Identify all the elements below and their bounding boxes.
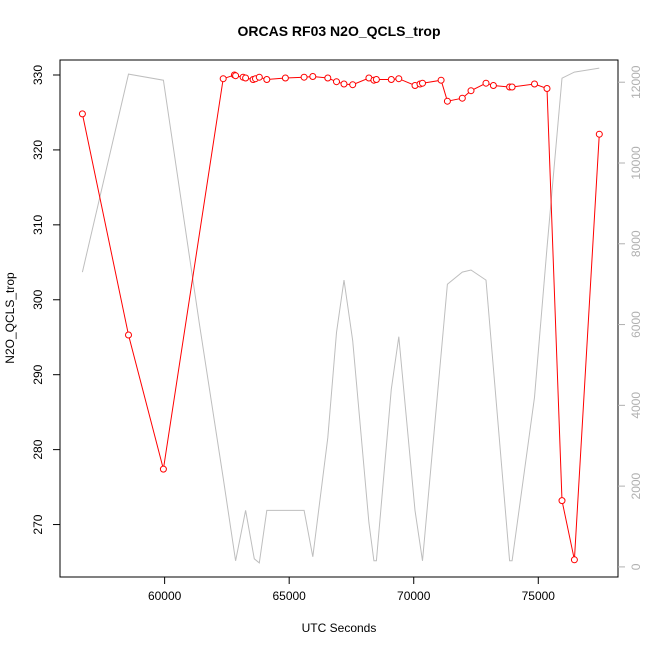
n2o-data-point (340, 80, 348, 88)
n2o-data-point (349, 81, 357, 89)
n2o-data-point (333, 78, 340, 86)
y2-tick-label: 6000 (629, 311, 643, 338)
n2o-data-point (255, 73, 263, 81)
n2o-data-point (595, 130, 603, 138)
x-tick-label: 65000 (272, 589, 306, 603)
n2o-data-point (467, 87, 475, 95)
y2-tick-label: 10000 (629, 146, 643, 180)
n2o-data-point (482, 79, 490, 87)
secondary-series-line (81, 67, 600, 564)
y-tick-label: 330 (31, 65, 45, 85)
x-tick-label: 75000 (522, 589, 556, 603)
n2o-data-point (78, 110, 86, 118)
plot-frame (59, 59, 619, 578)
n2o-data-point (558, 497, 566, 505)
x-tick-label: 70000 (397, 589, 431, 603)
n2o-data-point (281, 74, 289, 82)
n2o-data-point (263, 76, 271, 83)
y-tick-label: 290 (31, 364, 45, 384)
y-tick-label: 280 (31, 439, 45, 459)
x-axis-label: UTC Seconds (302, 621, 377, 635)
x-axis: 60000 65000 70000 75000 (148, 577, 555, 603)
series-layer (78, 67, 603, 564)
n2o-data-point (419, 79, 426, 87)
secondary-y-axis: 0 2000 4000 6000 8000 10000 12000 (618, 65, 643, 570)
n2o-data-point (395, 75, 403, 83)
n2o-data-point (508, 83, 516, 91)
chart-title: ORCAS RF03 N2O_QCLS_trop (237, 23, 440, 39)
n2o-data-point (443, 97, 451, 105)
n2o-data-point (458, 94, 466, 102)
y-tick-label: 320 (31, 140, 45, 160)
y-tick-label: 270 (31, 514, 45, 534)
n2o-data-point (437, 76, 445, 84)
y2-tick-label: 12000 (629, 65, 643, 99)
y-axis: 270 280 290 300 310 320 330 (31, 65, 60, 535)
n2o-data-point (372, 76, 380, 83)
y-tick-label: 300 (31, 289, 45, 309)
y2-tick-label: 0 (629, 563, 643, 570)
y2-tick-label: 8000 (629, 230, 643, 257)
n2o-data-point (159, 465, 167, 473)
n2o-data-point (387, 76, 395, 83)
x-tick-label: 60000 (148, 589, 182, 603)
n2o-data-point (531, 80, 538, 88)
n2o-data-point (324, 74, 332, 82)
y-tick-label: 310 (31, 215, 45, 235)
n2o-data-point (570, 556, 578, 564)
n2o-data-point (309, 73, 317, 80)
n2o-data-point (219, 75, 227, 83)
y-axis-label: N2O_QCLS_trop (3, 272, 17, 364)
n2o-data-point (543, 85, 551, 92)
n2o-data-point (489, 82, 497, 89)
y2-tick-label: 4000 (629, 392, 643, 419)
n2o-data-point (232, 72, 240, 80)
n2o-data-point (125, 331, 132, 339)
y2-tick-label: 2000 (629, 472, 643, 499)
n2o-data-point (242, 74, 250, 82)
n2o-data-point (300, 73, 308, 81)
